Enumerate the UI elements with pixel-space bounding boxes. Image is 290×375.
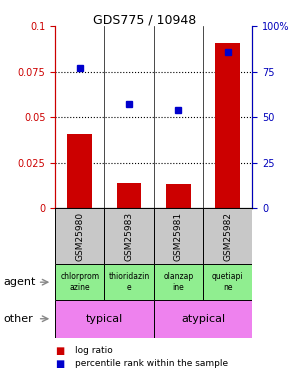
Text: percentile rank within the sample: percentile rank within the sample bbox=[75, 359, 229, 368]
Bar bbox=[55, 208, 104, 264]
Bar bbox=[203, 264, 252, 300]
Text: typical: typical bbox=[86, 314, 123, 324]
Bar bbox=[67, 134, 92, 208]
Text: GSM25982: GSM25982 bbox=[223, 212, 232, 261]
Text: atypical: atypical bbox=[181, 314, 225, 324]
Bar bbox=[55, 300, 154, 338]
Bar bbox=[203, 208, 252, 264]
Text: thioridazin
e: thioridazin e bbox=[108, 273, 150, 292]
Bar bbox=[154, 300, 252, 338]
Bar bbox=[104, 208, 154, 264]
Text: agent: agent bbox=[3, 277, 35, 287]
Text: GDS775 / 10948: GDS775 / 10948 bbox=[93, 13, 197, 26]
Text: ■: ■ bbox=[55, 346, 64, 355]
Bar bbox=[154, 208, 203, 264]
Bar bbox=[117, 183, 142, 208]
Text: chlorprom
azine: chlorprom azine bbox=[60, 273, 99, 292]
Text: ■: ■ bbox=[55, 359, 64, 369]
Bar bbox=[166, 184, 191, 208]
Bar bbox=[55, 264, 104, 300]
Text: log ratio: log ratio bbox=[75, 346, 113, 355]
Text: GSM25980: GSM25980 bbox=[75, 211, 84, 261]
Text: quetiapi
ne: quetiapi ne bbox=[212, 273, 244, 292]
Bar bbox=[154, 264, 203, 300]
Text: GSM25981: GSM25981 bbox=[174, 211, 183, 261]
Text: other: other bbox=[3, 314, 33, 324]
Bar bbox=[104, 264, 154, 300]
Text: GSM25983: GSM25983 bbox=[124, 211, 134, 261]
Bar bbox=[215, 43, 240, 208]
Text: olanzap
ine: olanzap ine bbox=[163, 273, 193, 292]
